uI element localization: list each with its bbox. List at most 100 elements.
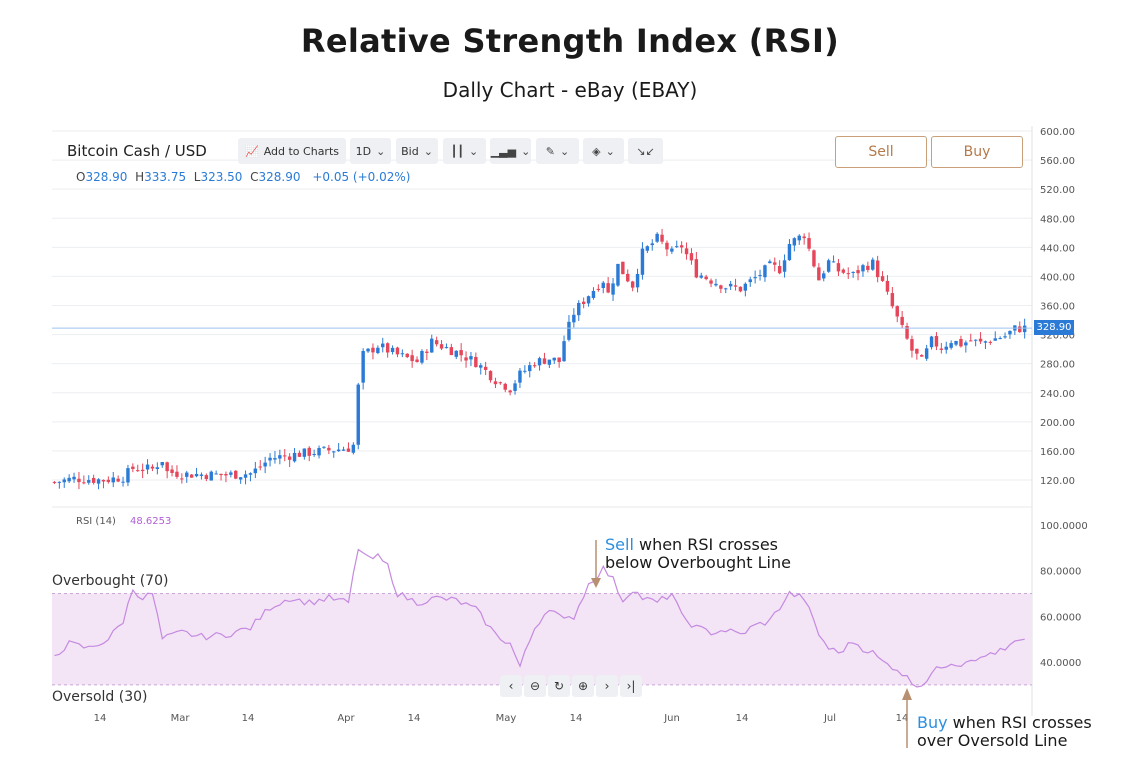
zoom-in-icon[interactable]: ⊕: [572, 675, 594, 697]
candle-body: [581, 301, 586, 305]
candle-body: [1003, 336, 1007, 338]
add-to-charts-button[interactable]: 📈 Add to Charts: [238, 138, 346, 164]
candle-body: [449, 347, 454, 356]
candle-body: [920, 355, 924, 357]
price-axis-tick: 600.00: [1040, 127, 1075, 138]
candle-body: [385, 343, 390, 353]
overbought-label: Overbought (70): [52, 573, 169, 589]
candle-body: [444, 347, 449, 349]
zoom-out-icon[interactable]: ⊖: [524, 675, 546, 697]
candle-body: [52, 481, 57, 483]
fullscreen-button[interactable]: ↘↙: [628, 138, 663, 164]
time-axis-tick: 14: [736, 713, 749, 724]
candle-body: [773, 262, 777, 265]
rsi-neutral-zone: [52, 593, 1032, 685]
candle-body: [175, 471, 179, 477]
interval-label: 1D: [355, 144, 372, 158]
pencil-icon: ✎: [545, 144, 555, 158]
candle-body: [758, 275, 762, 277]
page-title: Relative Strength Index (RSI): [300, 22, 840, 60]
candle-body: [969, 340, 973, 342]
candle-body: [234, 470, 238, 479]
candle-body: [528, 365, 532, 372]
layers-dropdown[interactable]: ◈ ⌄: [583, 138, 624, 164]
candle-body: [998, 338, 1002, 340]
candle-body: [278, 455, 282, 459]
candle-body: [822, 273, 826, 279]
candle-body: [719, 285, 723, 289]
price-axis-tick: 160.00: [1040, 447, 1075, 458]
candle-body: [140, 469, 145, 472]
candle-body: [488, 371, 493, 381]
chart-type-dropdown[interactable]: ┃┃ ⌄: [443, 138, 486, 164]
candle-body: [1008, 330, 1012, 335]
candle-body: [430, 338, 434, 353]
candle-body: [503, 383, 507, 390]
candle-body: [826, 260, 831, 272]
chart-icon: 📈: [245, 144, 259, 158]
candle-body: [724, 288, 728, 290]
candle-body: [111, 477, 115, 483]
candle-body: [1018, 326, 1022, 333]
candle-body: [807, 238, 811, 249]
indicators-dropdown[interactable]: ▁▃▅ ⌄: [490, 138, 531, 164]
candle-body: [126, 468, 130, 483]
price-axis-tick: 360.00: [1040, 302, 1075, 313]
chevron-right-icon[interactable]: ›: [596, 675, 618, 697]
candle-body: [577, 302, 581, 316]
candle-body: [900, 316, 904, 325]
candle-body: [885, 280, 890, 292]
candle-body: [214, 473, 218, 475]
candle-body: [944, 346, 948, 350]
candle-body: [356, 384, 360, 445]
candle-body: [62, 479, 66, 483]
price-axis-tick: 440.00: [1040, 243, 1075, 254]
candle-body: [684, 248, 689, 255]
candle-body: [812, 250, 816, 267]
change-value: +0.05 (+0.02%): [312, 170, 411, 184]
candle-body: [714, 283, 718, 286]
rsi-value: 48.6253: [130, 516, 172, 527]
candle-body: [616, 263, 620, 286]
price-type-dropdown[interactable]: Bid ⌄: [396, 138, 438, 164]
chevron-down-icon: ⌄: [605, 144, 615, 158]
go-to-end-icon[interactable]: ›|: [620, 675, 642, 697]
candle-body: [72, 476, 76, 480]
candle-body: [694, 259, 699, 278]
buy-button[interactable]: Buy: [931, 136, 1023, 168]
chevron-left-icon[interactable]: ‹: [500, 675, 522, 697]
reset-icon[interactable]: ↻: [548, 675, 570, 697]
layers-icon: ◈: [592, 144, 601, 158]
candle-body: [861, 265, 865, 272]
candle-body: [116, 478, 120, 482]
interval-dropdown[interactable]: 1D ⌄: [350, 138, 391, 164]
time-axis-tick: 14: [242, 713, 255, 724]
candle-body: [229, 472, 233, 475]
candle-body: [753, 277, 757, 279]
symbol-label[interactable]: Bitcoin Cash / USD: [67, 142, 207, 160]
candle-body: [983, 341, 988, 343]
rsi-label: RSI (14): [76, 516, 116, 527]
candle-body: [67, 477, 71, 482]
candle-body: [96, 479, 101, 484]
candle-body: [336, 449, 341, 452]
sell-text-line2: below Overbought Line: [605, 553, 791, 572]
price-axis-tick: 520.00: [1040, 185, 1075, 196]
candle-body: [322, 446, 326, 448]
candle-body: [219, 473, 223, 476]
candle-body: [635, 273, 640, 288]
candle-body: [273, 458, 277, 460]
high-value: 333.75: [144, 170, 187, 184]
candle-body: [493, 381, 498, 385]
candle-body: [150, 466, 155, 469]
candle-body: [366, 348, 370, 352]
candle-body: [170, 469, 174, 473]
candle-body: [518, 370, 522, 383]
drawing-tools-dropdown[interactable]: ✎ ⌄: [536, 138, 579, 164]
sell-button[interactable]: Sell: [835, 136, 927, 168]
sell-annotation: Sell when RSI crosses below Overbought L…: [605, 536, 791, 572]
add-to-charts-label: Add to Charts: [263, 144, 339, 158]
last-price-badge: 328.90: [1034, 320, 1074, 335]
candle-body: [665, 242, 669, 250]
candle-body: [410, 355, 414, 362]
